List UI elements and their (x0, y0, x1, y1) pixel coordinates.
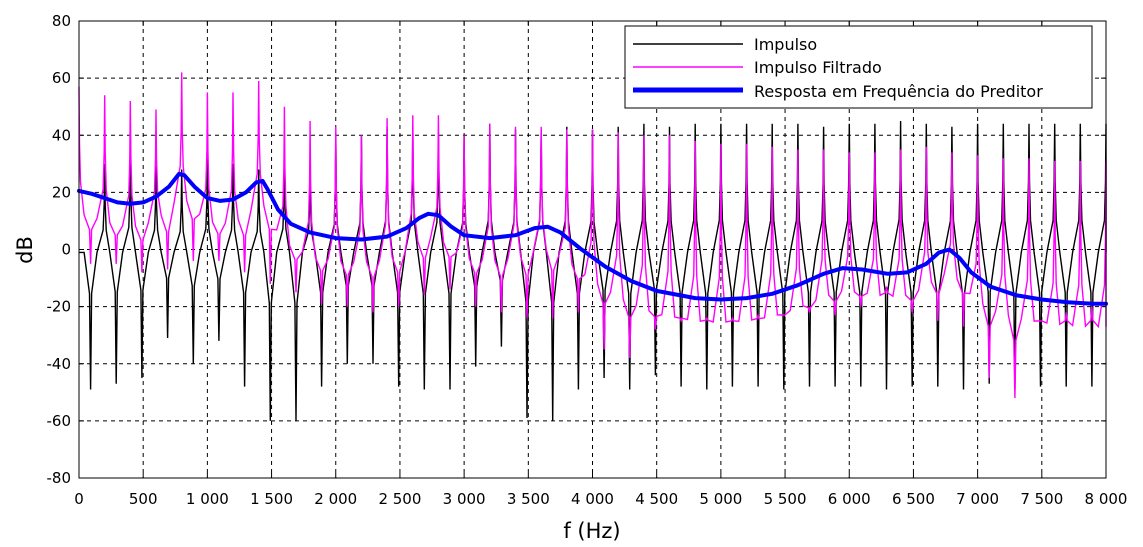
x-tick-label: 4 500 (635, 490, 678, 508)
x-tick-label: 1 500 (250, 490, 293, 508)
legend-label-impulso: Impulso (754, 35, 817, 54)
y-tick-labels: -80 -60 -40 -20 0 20 40 60 80 (47, 12, 72, 487)
y-tick-label: -20 (47, 298, 72, 316)
x-tick-label: 3 500 (507, 490, 550, 508)
x-tick-label: 8 000 (1085, 490, 1128, 508)
x-tick-label: 7 000 (956, 490, 999, 508)
legend-label-impulso-filtrado: Impulso Filtrado (754, 58, 882, 77)
series-line-preditor (77, 171, 1108, 306)
series-line-impulso-filtrado (78, 72, 1107, 399)
x-tick-label: 0 (74, 490, 84, 508)
y-tick-label: 80 (52, 12, 71, 30)
x-tick-label: 5 500 (764, 490, 807, 508)
legend: Impulso Impulso Filtrado Resposta em Fre… (624, 25, 1093, 109)
x-axis-label: f (Hz) (563, 519, 620, 543)
y-tick-label: 60 (52, 69, 71, 87)
tick-marks (78, 20, 1107, 479)
x-tick-labels: 0 500 1 000 1 500 2 000 2 500 3 000 3 500 4 000 4… (74, 490, 1127, 508)
y-tick-label: -40 (47, 355, 72, 373)
plot-frame (78, 20, 1107, 479)
x-tick-label: 6 500 (892, 490, 935, 508)
y-tick-label: 40 (52, 126, 71, 144)
x-tick-label: 2 000 (314, 490, 357, 508)
y-tick-label: -60 (47, 412, 72, 430)
legend-label-preditor: Resposta em Frequência do Preditor (754, 82, 1043, 101)
x-tick-label: 7 500 (1020, 490, 1063, 508)
x-tick-label: 2 500 (378, 490, 421, 508)
y-tick-label: 0 (61, 241, 71, 259)
x-tick-label: 6 000 (828, 490, 871, 508)
x-tick-label: 500 (129, 490, 158, 508)
y-tick-label: 20 (52, 183, 71, 201)
y-tick-label: -80 (47, 469, 72, 487)
series-layer (77, 72, 1108, 421)
x-tick-label: 5 000 (699, 490, 742, 508)
x-tick-label: 1 000 (186, 490, 229, 508)
y-axis-label: dB (13, 236, 37, 264)
x-tick-label: 3 000 (443, 490, 486, 508)
x-tick-label: 4 000 (571, 490, 614, 508)
